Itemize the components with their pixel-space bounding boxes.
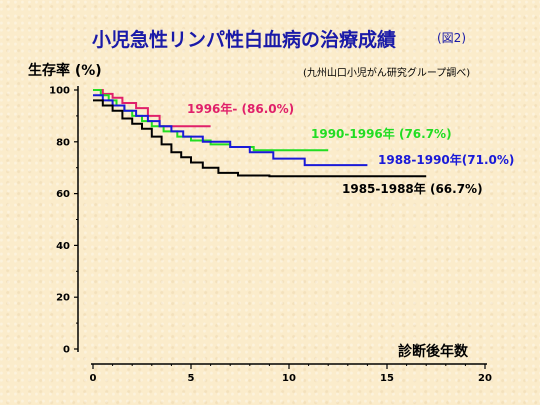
y-tick-label: 20 [56, 293, 70, 304]
series-line-0 [93, 89, 211, 128]
x-tick-label: 15 [380, 373, 394, 384]
x-axis-label: 診断後年数 [398, 344, 468, 360]
series-line-2 [93, 94, 368, 167]
y-tick-label: 0 [63, 345, 70, 356]
y-tick-label: 40 [56, 241, 70, 252]
y-tick-label: 60 [56, 189, 70, 200]
chart-title: 小児急性リンパ性白血病の治療成績 [92, 29, 397, 51]
series-label-2: 1988-1990年(71.0%) [378, 152, 514, 167]
series-label-1: 1990-1996年 (76.7%) [311, 126, 452, 141]
y-tick-label: 100 [49, 86, 70, 97]
x-tick-label: 5 [188, 373, 195, 384]
y-axis-label: 生存率 (%) [28, 63, 102, 79]
x-tick-label: 10 [282, 373, 296, 384]
x-tick-label: 20 [478, 373, 492, 384]
figure-number: (図2) [437, 31, 466, 45]
x-tick-label: 0 [90, 373, 97, 384]
chart-subtitle: (九州山口小児がん研究グループ調べ) [303, 68, 471, 79]
y-tick-label: 80 [56, 137, 70, 148]
series-label-3: 1985-1988年 (66.7%) [342, 181, 483, 196]
series-label-0: 1996年- (86.0%) [187, 101, 294, 116]
series-line-3 [93, 99, 427, 178]
